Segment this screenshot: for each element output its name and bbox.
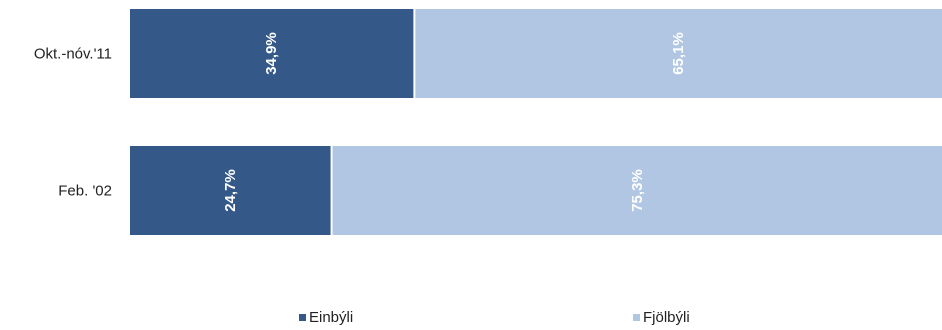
bar-fjolbyli-cat-0 [415,9,942,98]
category-label-0: Okt.-nóv.'11 [34,46,112,63]
data-label-fjolbyli-cat-0: 65,1% [670,32,687,75]
legend-swatch-einbyli [299,314,306,321]
legend: Einbýli Fjölbýli [0,309,942,330]
data-label-fjolbyli-cat-1: 75,3% [629,169,646,212]
stacked-bar-chart: Okt.-nóv.'11 34,9% 65,1% Feb. '02 24,7% 75,3% [34,9,942,235]
data-label-einbyli-cat-0: 34,9% [263,32,280,75]
bar-fjolbyli-cat-1 [332,146,942,235]
legend-label-fjolbyli: Fjölbýli [643,309,690,326]
legend-item-fjolbyli: Fjölbýli [633,309,690,326]
legend-label-einbyli: Einbýli [309,309,354,326]
bar-einbyli-cat-0 [130,9,414,98]
legend-swatch-fjolbyli [633,314,640,321]
data-label-einbyli-cat-1: 24,7% [222,169,239,212]
legend-item-einbyli: Einbýli [299,309,353,326]
bar-einbyli-cat-1 [130,146,331,235]
category-label-1: Feb. '02 [58,183,112,200]
